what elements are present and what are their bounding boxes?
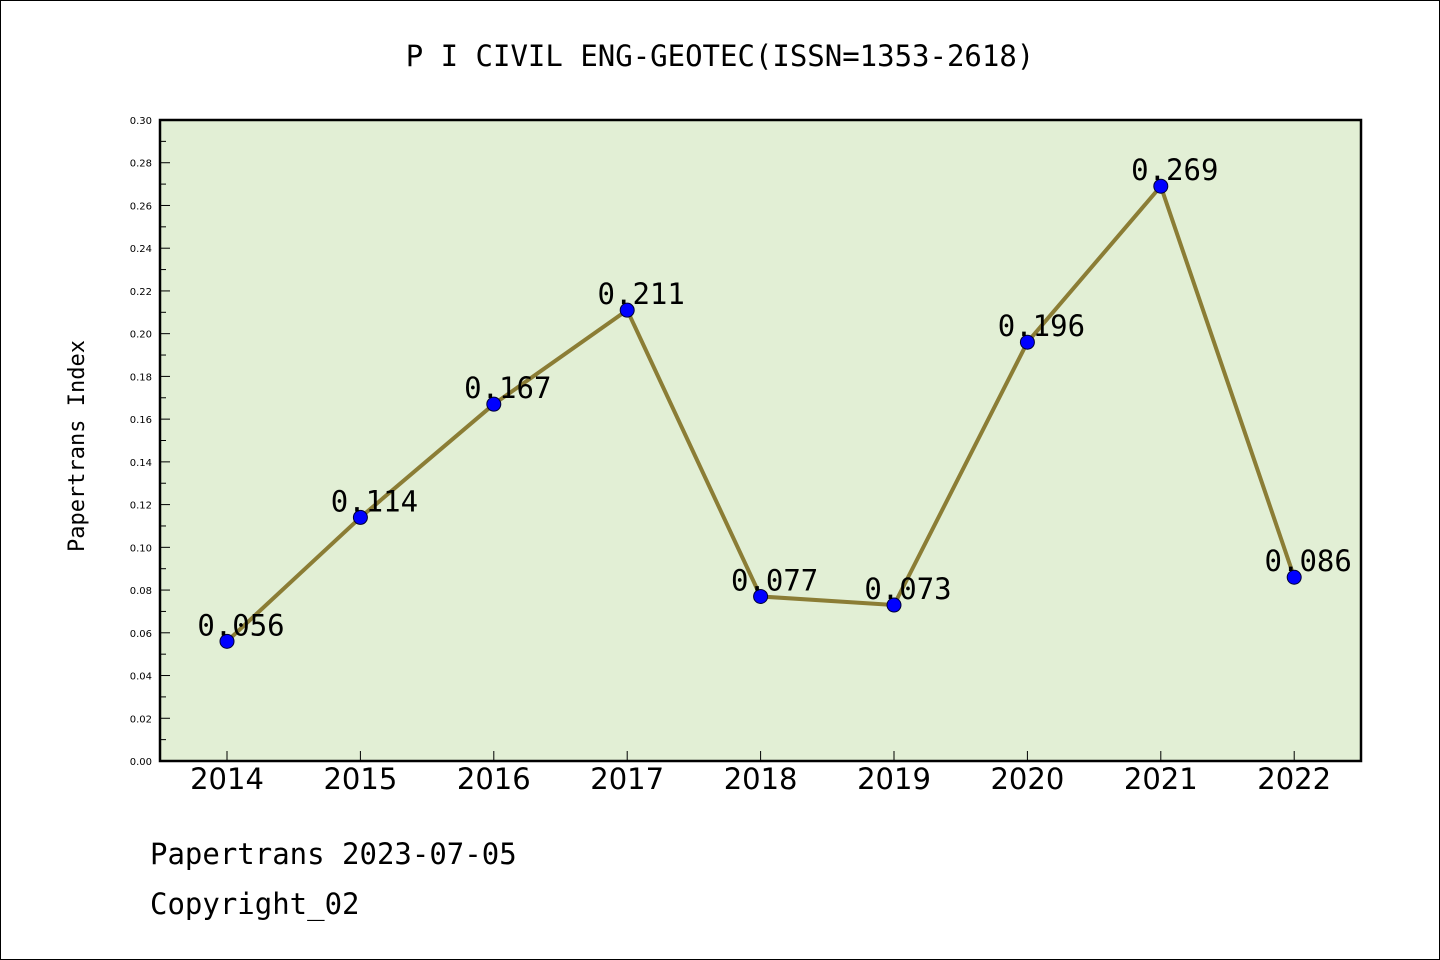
- footer-date: Papertrans 2023-07-05: [150, 837, 517, 871]
- data-label: 0.269: [1131, 153, 1218, 187]
- data-point: [1019, 334, 1035, 350]
- y-tick-label: 0.22: [130, 287, 152, 298]
- plot-border: [158, 118, 1363, 763]
- chart-title: P I CIVIL ENG-GEOTEC(ISSN=1353-2618): [406, 39, 1035, 73]
- data-point: [352, 509, 368, 525]
- data-label: 0.073: [864, 572, 951, 606]
- x-tick-label: 2016: [457, 762, 531, 796]
- x-tick-label: 2018: [724, 762, 798, 796]
- data-point: [753, 588, 769, 604]
- y-tick-label: 0.10: [130, 543, 152, 554]
- data-label: 0.077: [731, 563, 818, 597]
- data-point: [486, 396, 502, 412]
- y-tick-label: 0.02: [130, 714, 152, 725]
- series-line-group: [219, 178, 1302, 649]
- data-point: [886, 597, 902, 613]
- x-tick-label: 2015: [323, 762, 397, 796]
- y-tick-label: 0.16: [130, 415, 152, 426]
- data-label: 0.167: [464, 371, 551, 405]
- plot-area: [160, 120, 1361, 761]
- data-point: [219, 633, 235, 649]
- y-tick-label: 0.24: [130, 244, 152, 255]
- data-label: 0.114: [331, 484, 418, 518]
- y-tick-label: 0.06: [130, 629, 152, 640]
- data-label: 0.196: [998, 309, 1085, 343]
- data-labels-group: 0.056 0.114 0.167 0.211 0.077 0.073 0.196 0.269…: [197, 153, 1352, 642]
- data-label: 0.056: [197, 608, 284, 642]
- y-tick-label: 0.08: [130, 586, 152, 597]
- y-tick-label: 0.26: [130, 201, 152, 212]
- y-tick-label: 0.20: [130, 330, 152, 341]
- y-tick-label: 0.18: [130, 372, 152, 383]
- y-tick-label: 0.12: [130, 501, 152, 512]
- x-tick-label: 2021: [1124, 762, 1198, 796]
- data-point: [619, 302, 635, 318]
- y-tick-label: 0.04: [130, 672, 152, 683]
- x-tick-label: 2019: [857, 762, 931, 796]
- x-tick-label: 2014: [190, 762, 264, 796]
- x-tick-label: 2022: [1257, 762, 1331, 796]
- y-axis-label: Papertrans Index: [65, 340, 90, 552]
- data-point: [1286, 569, 1302, 585]
- data-label: 0.086: [1265, 544, 1352, 578]
- y-axis-ticks: 0.00 0.02 0.04 0.06 0.08 0.10 0.12 0.14 0.16 0.18…: [130, 116, 170, 768]
- x-tick-label: 2017: [590, 762, 664, 796]
- y-tick-label: 0.30: [130, 116, 152, 127]
- x-axis-ticks: 2014 2015 2016 2017 2018 2019 2020 2021 2022: [190, 751, 1331, 796]
- y-tick-label: 0.14: [130, 458, 152, 469]
- data-label: 0.211: [598, 277, 685, 311]
- footer-copyright: Copyright_02: [150, 887, 360, 922]
- y-tick-label: 0.00: [130, 757, 152, 768]
- data-point: [1153, 178, 1169, 194]
- y-tick-label: 0.28: [130, 159, 152, 170]
- x-tick-label: 2020: [990, 762, 1064, 796]
